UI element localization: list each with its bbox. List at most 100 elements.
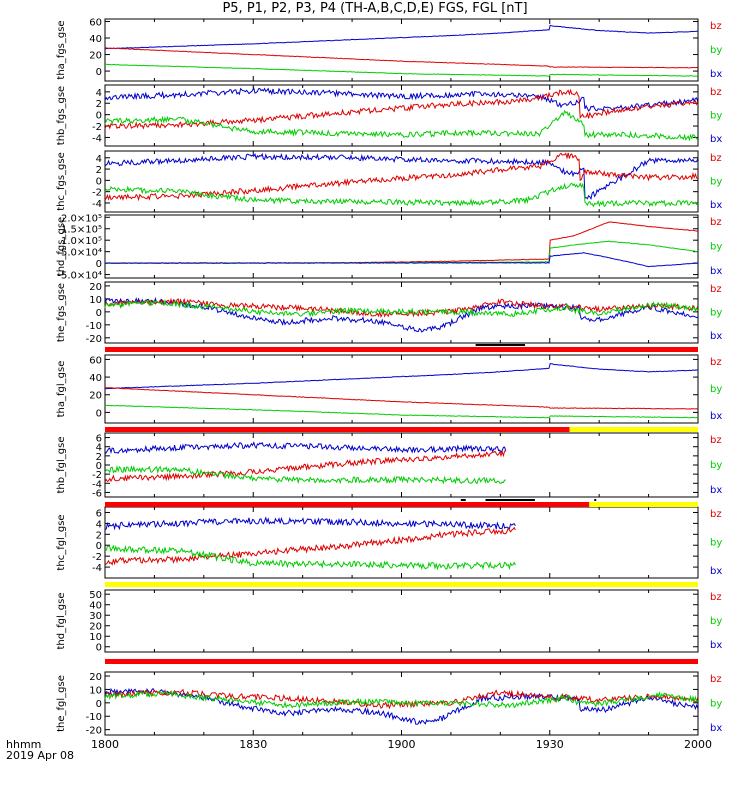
y-tick-label: 2 (96, 452, 102, 463)
series-bx-line (104, 24, 698, 50)
y-tick-label: 0 (96, 259, 102, 270)
legend-bx: bx (710, 485, 722, 496)
legend-bz: bz (710, 284, 722, 295)
y-axis-label: thb_fgs_gse (56, 86, 67, 145)
series-by-line (104, 404, 698, 419)
status-bar-segment (105, 427, 570, 432)
legend-bz: bz (710, 87, 722, 98)
series-by-line (104, 464, 506, 485)
legend-bx: bx (710, 411, 722, 422)
series-by-line (104, 240, 698, 264)
series-by-line (104, 63, 698, 77)
status-bar-segment (105, 347, 698, 352)
panel-frame (104, 432, 699, 498)
legend-by: by (710, 177, 722, 188)
legend-bz: bz (710, 674, 722, 685)
y-axis-label: the_fgs_gse (56, 283, 67, 342)
y-tick-label: 0 (96, 541, 102, 552)
legend-bx: bx (710, 134, 722, 145)
legend-by: by (710, 616, 722, 627)
series-bx-line (104, 86, 699, 112)
series-bz-line (104, 449, 507, 483)
legend-bz: bz (710, 217, 722, 228)
y-tick-label: 4 (96, 519, 102, 530)
y-tick-label: -2 (92, 552, 102, 563)
series-by-line (104, 298, 699, 318)
y-tick-label: 0 (96, 408, 102, 419)
y-tick-label: -2 (92, 122, 102, 133)
y-tick-label: 0 (96, 461, 102, 472)
y-tick-label: -20 (86, 726, 102, 737)
series-bx-line (104, 296, 698, 333)
status-bar-mark (594, 499, 597, 501)
y-tick-label: -20 (86, 334, 102, 345)
legend-by: by (710, 384, 722, 395)
y-tick-label: -4 (92, 133, 102, 144)
series-by-line (104, 182, 699, 208)
legend-bz: bz (710, 592, 722, 603)
series-bx-line (104, 441, 507, 455)
y-tick-label: 40 (89, 601, 102, 612)
series-bz-line (104, 88, 699, 130)
y-tick-label: -6 (92, 488, 102, 499)
y-tick-label: 20 (89, 282, 102, 293)
y-tick-label: 2 (96, 530, 102, 541)
legend-by: by (710, 308, 722, 319)
y-tick-label: 0 (96, 111, 102, 122)
series-bx-line (104, 516, 516, 531)
legend-by: by (710, 460, 722, 471)
y-tick-label: 0 (96, 308, 102, 319)
y-tick-label: -4 (92, 199, 102, 210)
legend-bx: bx (710, 640, 722, 651)
y-tick-label: 40 (89, 373, 102, 384)
x-tick-label: 1830 (239, 738, 267, 751)
y-tick-label: 60 (89, 17, 102, 28)
y-tick-label: -4 (92, 479, 102, 490)
y-tick-label: 20 (89, 672, 102, 683)
legend-bx: bx (710, 200, 722, 211)
y-tick-label: -10 (86, 712, 102, 723)
y-tick-label: 2.0×10⁵ (61, 213, 102, 224)
y-axis-label: thb_fgl_gse (56, 437, 67, 494)
panel-frame (104, 214, 699, 279)
y-tick-label: 6 (96, 508, 102, 519)
legend-by: by (710, 111, 722, 122)
legend-bx: bx (710, 69, 722, 80)
y-axis-label: thd_fgs_gse (56, 217, 67, 276)
y-axis-label: thc_fgl_gse (56, 514, 67, 570)
y-tick-label: 0 (96, 699, 102, 710)
legend-by: by (710, 242, 722, 253)
series-bz-line (104, 47, 698, 69)
legend-bx: bx (710, 331, 722, 342)
y-axis-label: tha_fgs_gse (56, 20, 67, 79)
status-bar-mark (460, 499, 466, 501)
y-tick-label: 1.0×10⁵ (61, 236, 102, 247)
y-tick-label: 0 (96, 67, 102, 78)
y-tick-label: 10 (89, 632, 102, 643)
legend-bz: bz (710, 21, 722, 32)
legend-bx: bx (710, 266, 722, 277)
y-tick-label: 0 (96, 643, 102, 654)
y-tick-label: 5.0×10⁴ (61, 248, 102, 259)
x-tick-label: 1800 (91, 738, 119, 751)
y-tick-label: 4 (96, 88, 102, 99)
series-by-line (104, 690, 699, 709)
y-tick-label: 10 (89, 685, 102, 696)
y-tick-label: 4 (96, 154, 102, 165)
y-tick-label: 4 (96, 443, 102, 454)
date-label: 2019 Apr 08 (6, 749, 75, 762)
y-tick-label: 10 (89, 295, 102, 306)
series-by-line (104, 109, 698, 142)
y-axis-label: tha_fgl_gse (56, 361, 67, 418)
legend-bx: bx (710, 723, 722, 734)
x-tick-label: 1930 (536, 738, 564, 751)
y-tick-label: 50 (89, 590, 102, 601)
legend-bx: bx (710, 566, 722, 577)
y-tick-label: 30 (89, 611, 102, 622)
x-tick-label: 2000 (684, 738, 712, 751)
series-bz-line (104, 152, 699, 202)
y-tick-label: 2 (96, 165, 102, 176)
y-axis-label: thd_fgl_gse (56, 593, 67, 650)
status-bar-segment (105, 659, 698, 664)
